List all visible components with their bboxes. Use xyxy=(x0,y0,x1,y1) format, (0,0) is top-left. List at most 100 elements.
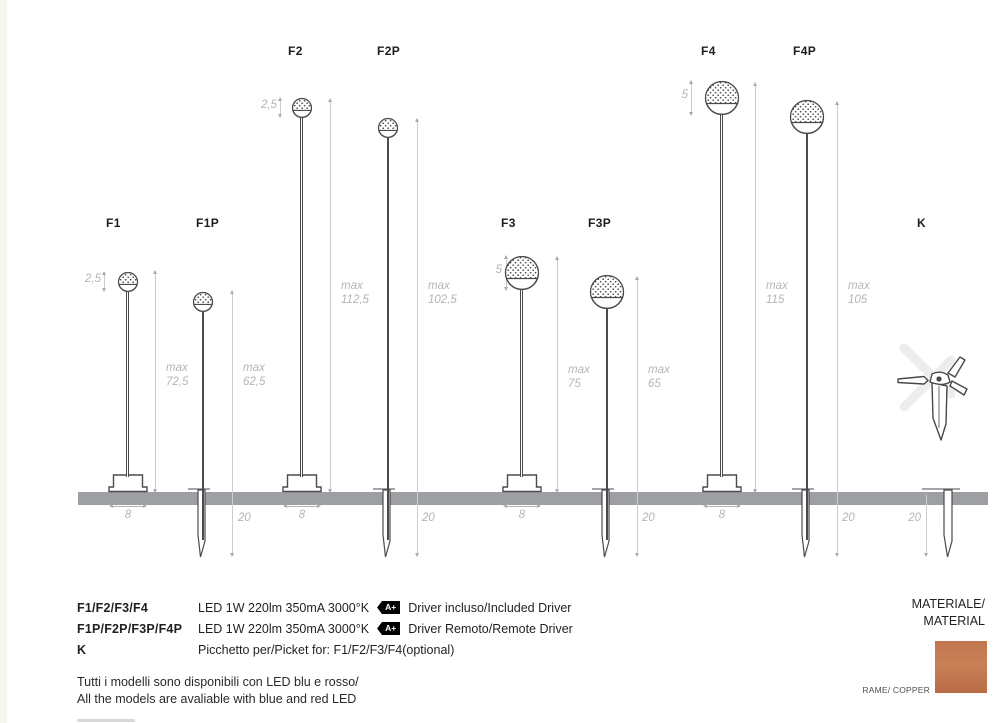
dimension-max-F4P: max 105 xyxy=(848,280,870,307)
lamp-head-icon xyxy=(704,80,740,116)
material-title-line2: MATERIAL xyxy=(923,614,985,628)
dimension-line-F1P xyxy=(230,290,234,557)
spec-row-3: K Picchetto per/Picket for: F1/F2/F3/F4(o… xyxy=(77,639,573,660)
lamp-pole-F4 xyxy=(719,114,723,477)
spec-model: F1/F2/F3/F4 xyxy=(77,600,148,615)
lamp-head-icon xyxy=(589,274,625,310)
base-width-arrow-F4 xyxy=(703,504,741,508)
dimension-max-value: 62,5 xyxy=(243,375,266,388)
dimension-max-value: 72,5 xyxy=(166,375,189,388)
lamp-label-F2P: F2P xyxy=(377,44,401,58)
dimension-line-F1 xyxy=(153,270,157,493)
dimension-max-value: 65 xyxy=(648,377,661,390)
lamp-base-icon xyxy=(108,474,148,493)
spec-table: F1/F2/F3/F4 LED 1W 220lm 350mA 3000°K A+ Dr… xyxy=(77,597,573,660)
spec-driver-text: Driver Remoto/Remote Driver xyxy=(408,621,573,636)
spec-description: LED 1W 220lm 350mA 3000°K A+ Driver Remoto… xyxy=(198,622,573,636)
lamp-label-F4P: F4P xyxy=(793,44,817,58)
picket-product-icon xyxy=(897,343,968,441)
lamp-head-F4P xyxy=(787,98,827,138)
dimension-max-value: 75 xyxy=(568,377,581,390)
dimension-max-F3P: max 65 xyxy=(648,364,670,391)
dimension-max-word: max xyxy=(648,364,670,376)
spec-description: LED 1W 220lm 350mA 3000°K A+ Driver inclus… xyxy=(198,601,571,615)
head-height-arrow-F2 xyxy=(278,97,282,118)
lamp-head-icon xyxy=(291,97,313,119)
spec-row-1: F1/F2/F3/F4 LED 1W 220lm 350mA 3000°K A+ Dr… xyxy=(77,597,573,618)
lamp-label-F1P: F1P xyxy=(196,216,220,230)
lamp-head-F2 xyxy=(291,97,313,119)
lamp-label-F4: F4 xyxy=(701,44,716,58)
buried-picket-icon xyxy=(922,488,960,558)
lamp-head-F2P xyxy=(377,117,399,139)
head-height-dim-F3: 5 xyxy=(495,264,502,276)
spec-description: Picchetto per/Picket for: F1/F2/F3/F4(op… xyxy=(198,643,454,657)
lamp-base-icon xyxy=(502,474,542,493)
picket-depth-dim-F2P: 20 xyxy=(422,512,435,524)
dimension-max-F3: max 75 xyxy=(568,364,590,391)
dimension-max-word: max xyxy=(243,362,265,374)
dimension-max-F1P: max 62,5 xyxy=(243,362,265,389)
lamp-head-F4 xyxy=(702,79,742,119)
base-width-arrow-F1 xyxy=(109,504,147,508)
dimension-max-word: max xyxy=(848,280,870,292)
lamp-label-F3P: F3P xyxy=(588,216,612,230)
lamp-head-F3P xyxy=(587,273,627,313)
diagram: F1 max 72,5 2,5 8 F1P max 62,5 20 F2 max 112,5 2,5 8 F… xyxy=(78,44,1000,563)
dimension-line-F3 xyxy=(555,256,559,493)
head-height-dim-F4: 5 xyxy=(681,89,688,101)
base-width-dim-F4: 8 xyxy=(718,509,726,521)
dimension-max-word: max xyxy=(341,280,363,292)
dimension-max-F1: max 72,5 xyxy=(166,362,188,389)
lamp-head-icon xyxy=(117,271,139,293)
head-height-dim-F1: 2,5 xyxy=(85,273,101,285)
dimension-max-value: 105 xyxy=(848,293,868,306)
base-width-arrow-F2 xyxy=(283,504,321,508)
lamp-pole-F2P xyxy=(386,135,390,540)
head-height-arrow-F1 xyxy=(102,271,106,292)
picket-depth-dim-F1P: 20 xyxy=(238,512,251,524)
picket-depth-dim-K: 20 xyxy=(908,512,921,524)
dimension-max-F4: max 115 xyxy=(766,280,788,307)
lamp-base-F4 xyxy=(701,474,743,493)
dimension-max-value: 112,5 xyxy=(341,293,369,306)
dimension-max-word: max xyxy=(766,280,788,292)
spec-driver-text: Driver incluso/Included Driver xyxy=(408,600,572,615)
picket-k-drawing xyxy=(880,330,1000,450)
lamp-label-F2: F2 xyxy=(288,44,303,58)
base-width-arrow-F3 xyxy=(503,504,541,508)
dimension-max-word: max xyxy=(568,364,590,376)
material-title-line1: MATERIALE/ xyxy=(911,597,985,611)
lamp-head-icon xyxy=(504,255,540,291)
spec-led-text: LED 1W 220lm 350mA 3000°K xyxy=(198,621,370,636)
lamp-base-icon xyxy=(702,474,742,493)
dimension-max-F2: max 112,5 xyxy=(341,280,369,307)
base-width-dim-F3: 8 xyxy=(518,509,526,521)
lamp-head-icon xyxy=(377,117,399,139)
lamp-pole-F1 xyxy=(125,289,129,477)
lamp-head-icon xyxy=(789,99,825,135)
picket-k-buried xyxy=(920,483,965,563)
energy-class-badge: A+ xyxy=(377,621,401,636)
dimension-line-F3P xyxy=(635,276,639,557)
lamp-head-icon xyxy=(192,291,214,313)
base-width-dim-F2: 8 xyxy=(298,509,306,521)
note-line-english: All the models are avaliable with blue a… xyxy=(77,691,357,706)
spec-row-2: F1P/F2P/F3P/F4P LED 1W 220lm 350mA 3000°K… xyxy=(77,618,573,639)
dimension-max-word: max xyxy=(428,280,450,292)
page-edge xyxy=(0,0,7,723)
lamp-base-F2 xyxy=(281,474,323,493)
notes: Tutti i modelli sono disponibili con LED… xyxy=(77,674,359,707)
dimension-line-F2 xyxy=(328,98,332,493)
dimension-line-F2P xyxy=(415,118,419,557)
note-line-italian: Tutti i modelli sono disponibili con LED… xyxy=(77,675,359,689)
material-name: RAME/ COPPER xyxy=(862,685,930,695)
material-title: MATERIALE/ MATERIAL xyxy=(820,596,985,630)
head-height-arrow-F4 xyxy=(689,80,693,116)
energy-class-badge: A+ xyxy=(377,600,401,615)
picket-depth-dim-F4P: 20 xyxy=(842,512,855,524)
lamp-pole-F1P xyxy=(201,309,205,540)
lamp-label-F3: F3 xyxy=(501,216,516,230)
lamp-pole-F4P xyxy=(805,133,809,540)
lamp-base-F3 xyxy=(501,474,543,493)
